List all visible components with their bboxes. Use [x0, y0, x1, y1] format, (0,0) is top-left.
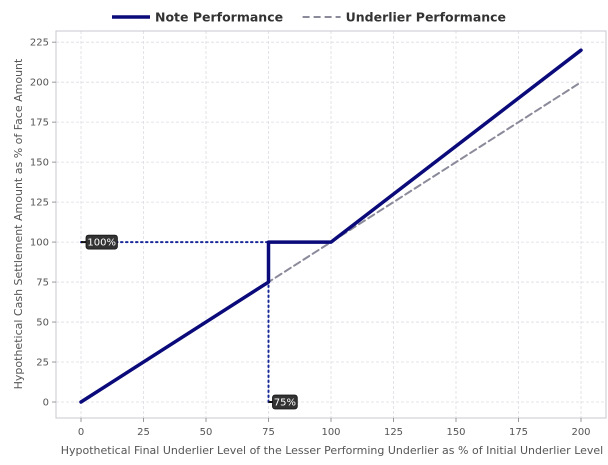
axes: 0 25 50 75 100 125 150 175 200 0 25 50 75 100 125 150 17…: [30, 30, 607, 438]
annotation-label: 100%: [81, 234, 118, 250]
legend-label: Note Performance: [155, 10, 283, 25]
y-axis-title: Hypothetical Cash Settlement Amount as %…: [12, 58, 25, 389]
annotation-text: 100%: [87, 238, 116, 249]
x-tick-label: 200: [571, 427, 590, 438]
x-tick-label: 125: [384, 427, 403, 438]
annotation-text: 75%: [274, 398, 296, 409]
x-tick-label: 0: [78, 427, 84, 438]
y-tick-label: 100: [30, 238, 49, 249]
x-tick-label: 25: [137, 427, 150, 438]
legend: Note Performance Underlier Performance: [112, 10, 506, 25]
y-tick-label: 150: [30, 158, 49, 169]
y-tick-label: 75: [36, 278, 49, 289]
legend-item: Note Performance: [112, 10, 283, 25]
annotation-box: [85, 234, 118, 250]
y-tick-label: 25: [36, 358, 49, 369]
grid: [56, 31, 606, 418]
y-tick-label: 175: [30, 118, 49, 129]
y-tick-label: 50: [36, 318, 49, 329]
plot-frame: [55, 30, 607, 419]
legend-item: Underlier Performance: [302, 10, 506, 25]
y-tick-label: 125: [30, 198, 49, 209]
y-tick-label: 0: [43, 398, 49, 409]
x-axis-title: Hypothetical Final Underlier Level of th…: [61, 444, 604, 457]
annotation-label: 75%: [268, 394, 298, 410]
x-tick-label: 175: [509, 427, 528, 438]
note-performance-line: [79, 48, 583, 404]
x-tick-label: 100: [321, 427, 340, 438]
legend-label: Underlier Performance: [346, 10, 506, 25]
y-tick-label: 225: [30, 38, 49, 49]
annotation-box: [272, 394, 298, 410]
y-tick-label: 200: [30, 78, 49, 89]
annotation-guides: [80, 241, 270, 404]
x-tick-label: 75: [262, 427, 275, 438]
series-lines: [79, 48, 583, 404]
x-tick-label: 150: [446, 427, 465, 438]
annotation-labels: 100% 75%: [81, 234, 298, 410]
x-tick-label: 50: [200, 427, 213, 438]
